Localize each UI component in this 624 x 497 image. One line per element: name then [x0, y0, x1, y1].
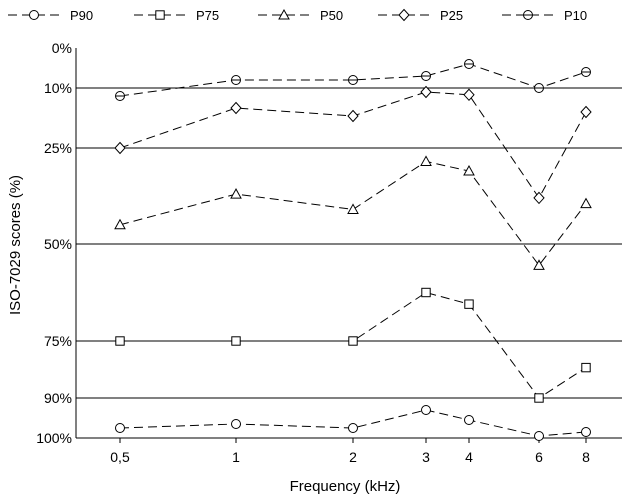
y-axis-label: ISO-7029 scores (%) [7, 175, 24, 315]
data-point-p90 [534, 431, 544, 441]
legend-label: P10 [564, 8, 587, 23]
legend-item-p25: P25 [378, 8, 463, 23]
legend-item-p75: P75 [134, 8, 219, 23]
series-p75 [115, 287, 591, 403]
y-tick-label: 90% [44, 390, 72, 406]
data-point-p90 [115, 423, 125, 433]
x-tick-label: 0,5 [110, 449, 130, 465]
x-tick-labels: 0,5 1 2 3 4 6 8 [110, 449, 590, 465]
x-tick-label: 1 [232, 449, 240, 465]
horizontal-gridlines [76, 87, 622, 399]
data-point-p25 [420, 85, 432, 99]
data-point-p75 [231, 336, 241, 346]
series-group [114, 59, 592, 441]
data-point-p10 [534, 83, 544, 93]
data-point-p50 [533, 259, 545, 270]
data-point-p75 [421, 287, 431, 298]
data-point-p50 [230, 188, 242, 199]
data-point-p25 [347, 109, 359, 123]
data-point-p90 [231, 419, 241, 429]
series-line-p25 [119, 91, 587, 199]
data-point-p10 [421, 71, 431, 81]
x-tick-label: 8 [582, 449, 590, 465]
legend-label: P50 [320, 8, 343, 23]
x-tick-label: 3 [422, 449, 430, 465]
y-tick-labels: 0% 10% 25% 50% 75% 90% 100% [36, 40, 72, 446]
x-tick-label: 6 [535, 449, 543, 465]
legend-marker [278, 8, 290, 20]
axes [75, 48, 622, 443]
data-point-p25 [114, 141, 126, 155]
data-point-p10 [115, 91, 125, 101]
data-point-p90 [348, 423, 358, 433]
legend-marker [398, 8, 410, 22]
data-point-p25 [580, 105, 592, 119]
legend-item-p10: P10 [502, 8, 587, 23]
data-point-p50 [347, 203, 359, 214]
legend-label: P75 [196, 8, 219, 23]
data-point-p25 [533, 191, 545, 205]
data-point-p75 [534, 393, 544, 403]
data-point-p75 [348, 336, 358, 346]
legend-marker [29, 10, 39, 20]
x-axis-label: Frequency (kHz) [290, 478, 401, 495]
data-point-p75 [581, 362, 591, 373]
y-tick-label: 10% [44, 80, 72, 96]
data-point-p10 [581, 67, 591, 77]
series-p90 [115, 405, 591, 441]
data-point-p90 [421, 405, 431, 415]
y-tick-label: 75% [44, 333, 72, 349]
data-point-p90 [464, 415, 474, 425]
legend-item-p50: P50 [258, 8, 343, 23]
data-point-p50 [463, 165, 475, 176]
data-point-p50 [420, 155, 432, 166]
data-point-p10 [348, 75, 358, 85]
legend-marker [523, 10, 533, 20]
legend-label: P25 [440, 8, 463, 23]
series-p10 [115, 59, 591, 101]
legend-marker [155, 10, 165, 20]
y-tick-label: 25% [44, 140, 72, 156]
x-tick-label: 4 [465, 449, 473, 465]
data-point-p75 [464, 299, 474, 309]
legend-label: P90 [70, 8, 93, 23]
data-point-p75 [115, 336, 125, 346]
data-point-p90 [581, 427, 591, 437]
y-tick-label: 100% [36, 430, 72, 446]
legend: P90 P75 P50 P25 P10 [8, 8, 587, 23]
series-p25 [114, 85, 592, 205]
y-tick-label: 50% [44, 236, 72, 252]
data-point-p10 [464, 59, 474, 69]
data-point-p50 [114, 218, 126, 230]
x-tick-label: 2 [349, 449, 357, 465]
y-tick-label: 0% [52, 40, 72, 56]
data-point-p50 [580, 197, 592, 209]
data-point-p25 [463, 88, 475, 102]
legend-item-p90: P90 [8, 8, 93, 23]
data-point-p10 [231, 75, 241, 85]
series-p50 [114, 155, 592, 270]
data-point-p25 [230, 101, 242, 115]
